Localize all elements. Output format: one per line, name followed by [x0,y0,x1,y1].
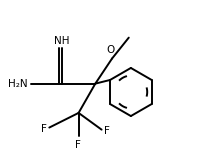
Text: H₂N: H₂N [8,79,28,89]
Text: O: O [107,45,115,55]
Text: NH: NH [54,36,70,46]
Text: F: F [104,126,110,136]
Text: F: F [75,140,80,150]
Text: F: F [41,124,47,134]
